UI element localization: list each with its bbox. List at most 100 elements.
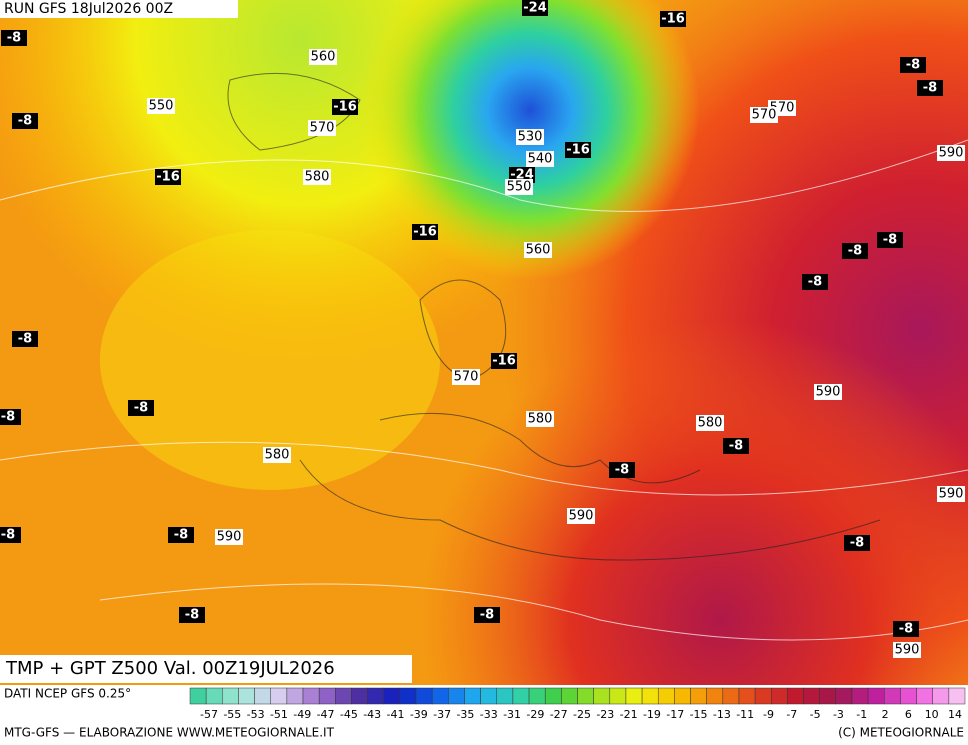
- scale-box: [867, 687, 885, 705]
- scale-label: -49: [293, 708, 311, 721]
- contour-label: 580: [305, 170, 330, 185]
- isotherm-label: -8: [7, 31, 21, 46]
- contour-line: [0, 139, 968, 641]
- isotherm-label: -16: [566, 143, 590, 158]
- scale-box: [399, 687, 417, 705]
- scale-label: 2: [882, 708, 889, 721]
- scale-label: -57: [200, 708, 218, 721]
- scale-label: 6: [905, 708, 912, 721]
- scale-box: [657, 687, 675, 705]
- contour-label: 550: [507, 180, 532, 195]
- contour-label: 580: [265, 448, 290, 463]
- scale-box: [286, 687, 304, 705]
- isotherm-box: [900, 57, 926, 73]
- contour-box: [526, 411, 554, 427]
- scale-box: [254, 687, 271, 705]
- scale-label: -3: [833, 708, 844, 721]
- scale-label: -37: [433, 708, 451, 721]
- scale-label: -33: [480, 708, 498, 721]
- scale-label: -39: [410, 708, 428, 721]
- isotherm-box: [12, 331, 38, 347]
- scale-box: [480, 687, 498, 705]
- isotherm-box: [877, 232, 903, 248]
- scale-label: -27: [550, 708, 568, 721]
- scale-box: [722, 687, 740, 705]
- scale-box: [754, 687, 772, 705]
- scale-box: [189, 687, 207, 705]
- isotherm-box: [0, 527, 21, 543]
- scale-label: -43: [363, 708, 381, 721]
- scale-box: [270, 687, 288, 705]
- scale-box: [205, 687, 223, 705]
- contour-label: 560: [311, 50, 336, 65]
- isotherm-label: -8: [906, 58, 920, 73]
- scale-label: -53: [247, 708, 265, 721]
- scale-label: -47: [317, 708, 335, 721]
- credit-label: MTG-GFS — ELABORAZIONE WWW.METEOGIORNALE…: [4, 726, 335, 740]
- scale-box: [367, 687, 384, 705]
- isotherm-label: -8: [615, 463, 629, 478]
- scale-label: -13: [713, 708, 731, 721]
- scale-box: [415, 687, 433, 705]
- scale-box: [787, 687, 804, 705]
- isotherm-box: [802, 274, 828, 290]
- map-title: TMP + GPT Z500 Val. 00Z19JUL2026: [5, 658, 335, 679]
- contour-label: 540: [528, 152, 553, 167]
- contour-label: 580: [698, 416, 723, 431]
- isotherm-box: [660, 11, 686, 27]
- scale-label: -35: [456, 708, 474, 721]
- isotherm-box: [522, 0, 548, 16]
- isotherm-label: -8: [480, 608, 494, 623]
- contour-box: [937, 145, 965, 161]
- scale-label: 14: [948, 708, 962, 721]
- isotherm-label: -8: [923, 81, 937, 96]
- scale-label: 10: [925, 708, 939, 721]
- scale-label: -23: [596, 708, 614, 721]
- contour-label: 590: [895, 643, 920, 658]
- isotherm-box: [168, 527, 194, 543]
- isotherm-label: -8: [848, 244, 862, 259]
- contour-box: [263, 447, 291, 463]
- scale-box: [464, 687, 481, 705]
- scale-label: -41: [387, 708, 405, 721]
- contour-box: [893, 642, 921, 658]
- scale-box: [318, 687, 336, 705]
- isotherm-box: [842, 243, 868, 259]
- scale-box: [932, 687, 950, 705]
- contour-label: 570: [752, 108, 777, 123]
- contour-box: [308, 120, 336, 136]
- scale-box: [771, 687, 788, 705]
- scale-box: [496, 687, 514, 705]
- contour-label: 590: [569, 509, 594, 524]
- isotherm-label: -16: [413, 225, 437, 240]
- isotherm-box: [12, 113, 38, 129]
- contour-box: [524, 242, 552, 258]
- contour-label: 560: [526, 243, 551, 258]
- scale-label: -51: [270, 708, 288, 721]
- isotherm-label: -16: [156, 170, 180, 185]
- isotherm-box: [565, 142, 591, 158]
- scale-box: [884, 687, 901, 705]
- contour-box: [147, 98, 175, 114]
- scale-label: -55: [223, 708, 241, 721]
- scale-box: [819, 687, 837, 705]
- scale-box: [900, 687, 917, 705]
- contour-label: 590: [939, 146, 964, 161]
- isotherm-label: -16: [661, 12, 685, 27]
- isotherm-box: [893, 621, 919, 637]
- contour-box: [505, 179, 533, 195]
- scale-box: [851, 687, 869, 705]
- isotherm-box: [844, 535, 870, 551]
- cold-field: [0, 0, 968, 685]
- scale-box: [916, 687, 933, 705]
- contour-label: 530: [518, 130, 543, 145]
- contour-box: [452, 369, 480, 385]
- isotherm-label: -8: [1, 528, 15, 543]
- scale-box: [512, 687, 530, 705]
- contour-box: [937, 486, 965, 502]
- scale-label: -31: [503, 708, 521, 721]
- contour-box: [696, 415, 724, 431]
- contour-box: [526, 151, 554, 167]
- run-label: RUN GFS 18Jul2026 00Z: [4, 1, 173, 17]
